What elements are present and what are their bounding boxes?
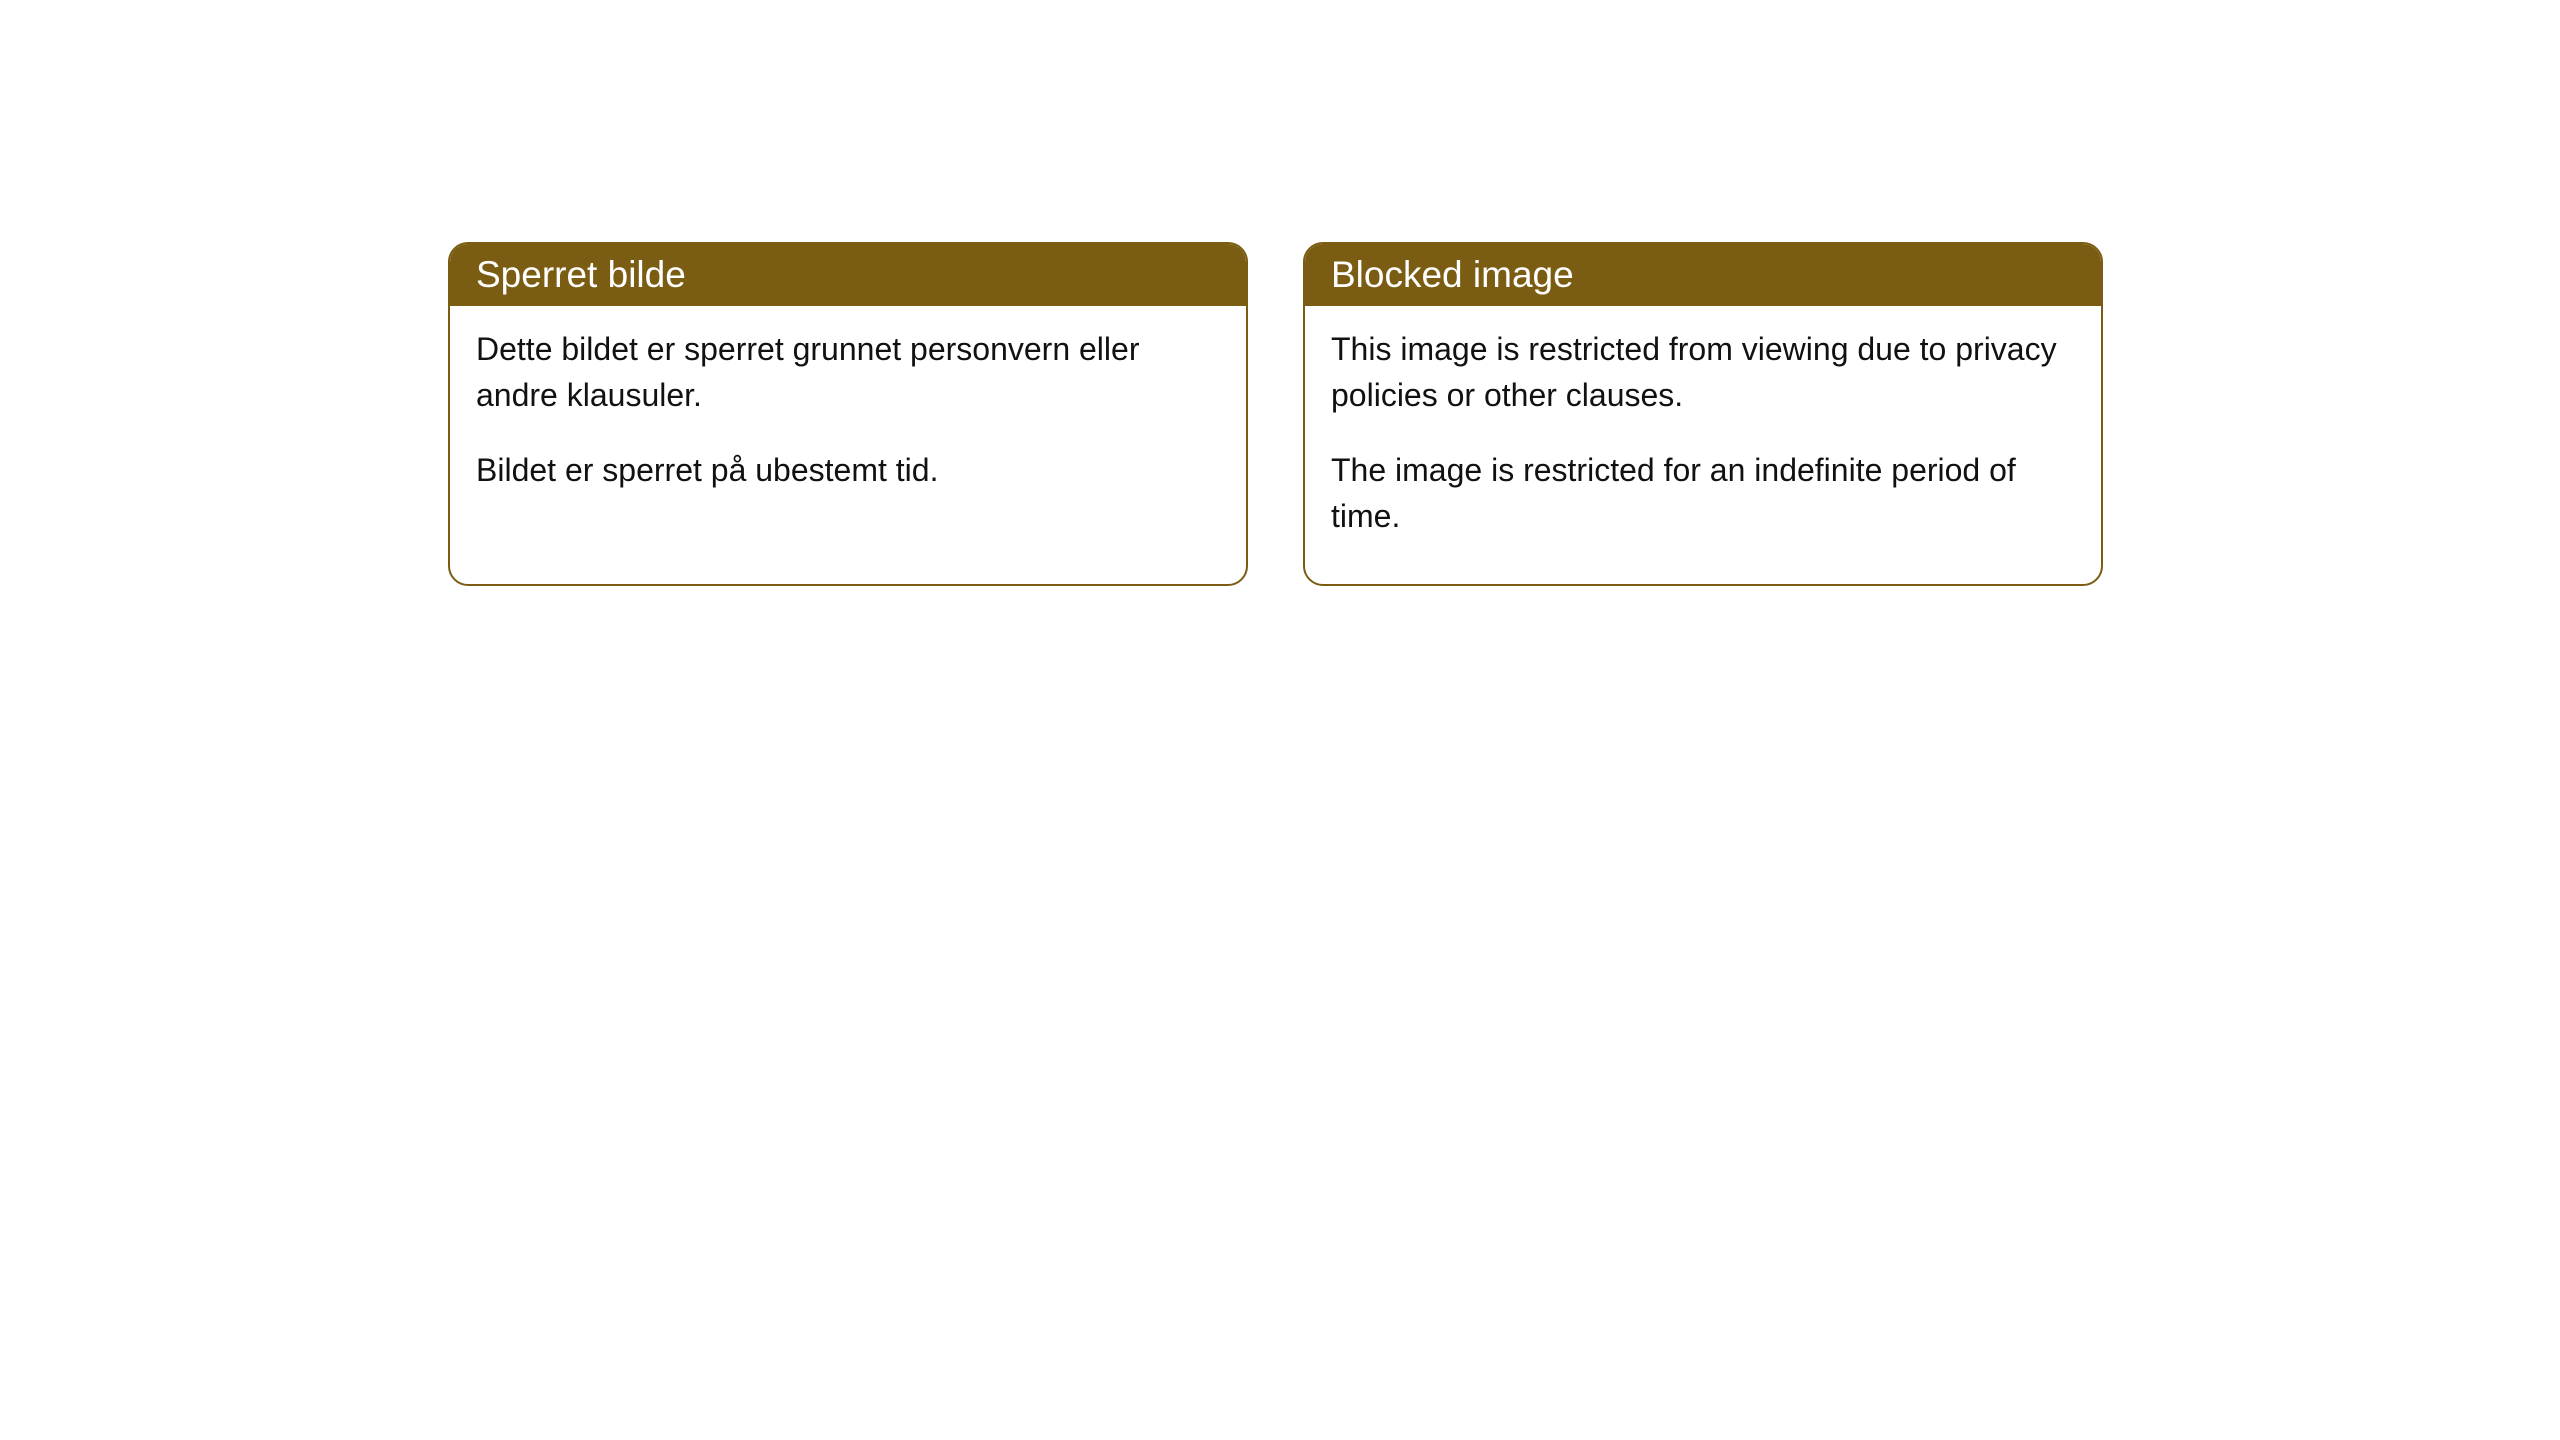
blocked-image-card-norwegian: Sperret bilde Dette bildet er sperret gr… <box>448 242 1248 586</box>
card-body: Dette bildet er sperret grunnet personve… <box>450 306 1246 537</box>
card-header: Sperret bilde <box>450 244 1246 306</box>
card-paragraph: This image is restricted from viewing du… <box>1331 326 2075 419</box>
card-paragraph: The image is restricted for an indefinit… <box>1331 447 2075 540</box>
card-title: Blocked image <box>1331 254 1574 295</box>
notice-cards-container: Sperret bilde Dette bildet er sperret gr… <box>448 242 2103 586</box>
card-header: Blocked image <box>1305 244 2101 306</box>
card-paragraph: Bildet er sperret på ubestemt tid. <box>476 447 1220 493</box>
card-title: Sperret bilde <box>476 254 686 295</box>
card-body: This image is restricted from viewing du… <box>1305 306 2101 584</box>
card-paragraph: Dette bildet er sperret grunnet personve… <box>476 326 1220 419</box>
blocked-image-card-english: Blocked image This image is restricted f… <box>1303 242 2103 586</box>
